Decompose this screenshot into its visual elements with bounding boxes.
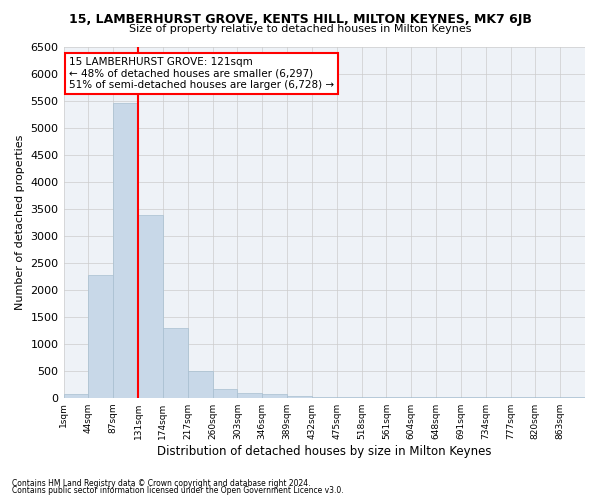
Text: 15 LAMBERHURST GROVE: 121sqm
← 48% of detached houses are smaller (6,297)
51% of: 15 LAMBERHURST GROVE: 121sqm ← 48% of de… (69, 57, 334, 90)
Text: Contains public sector information licensed under the Open Government Licence v3: Contains public sector information licen… (12, 486, 344, 495)
Text: Contains HM Land Registry data © Crown copyright and database right 2024.: Contains HM Land Registry data © Crown c… (12, 478, 311, 488)
X-axis label: Distribution of detached houses by size in Milton Keynes: Distribution of detached houses by size … (157, 444, 491, 458)
Bar (113, 103, 138, 398)
Bar (262, 394, 287, 398)
Bar (238, 393, 262, 398)
Text: Size of property relative to detached houses in Milton Keynes: Size of property relative to detached ho… (129, 24, 471, 34)
Bar (212, 389, 238, 398)
Bar (138, 215, 163, 398)
Bar (312, 397, 337, 398)
Text: 15, LAMBERHURST GROVE, KENTS HILL, MILTON KEYNES, MK7 6JB: 15, LAMBERHURST GROVE, KENTS HILL, MILTO… (68, 12, 532, 26)
Bar (88, 275, 113, 398)
Bar (64, 394, 88, 398)
Bar (287, 396, 312, 398)
Bar (163, 328, 188, 398)
Y-axis label: Number of detached properties: Number of detached properties (15, 134, 25, 310)
Bar (188, 371, 212, 398)
